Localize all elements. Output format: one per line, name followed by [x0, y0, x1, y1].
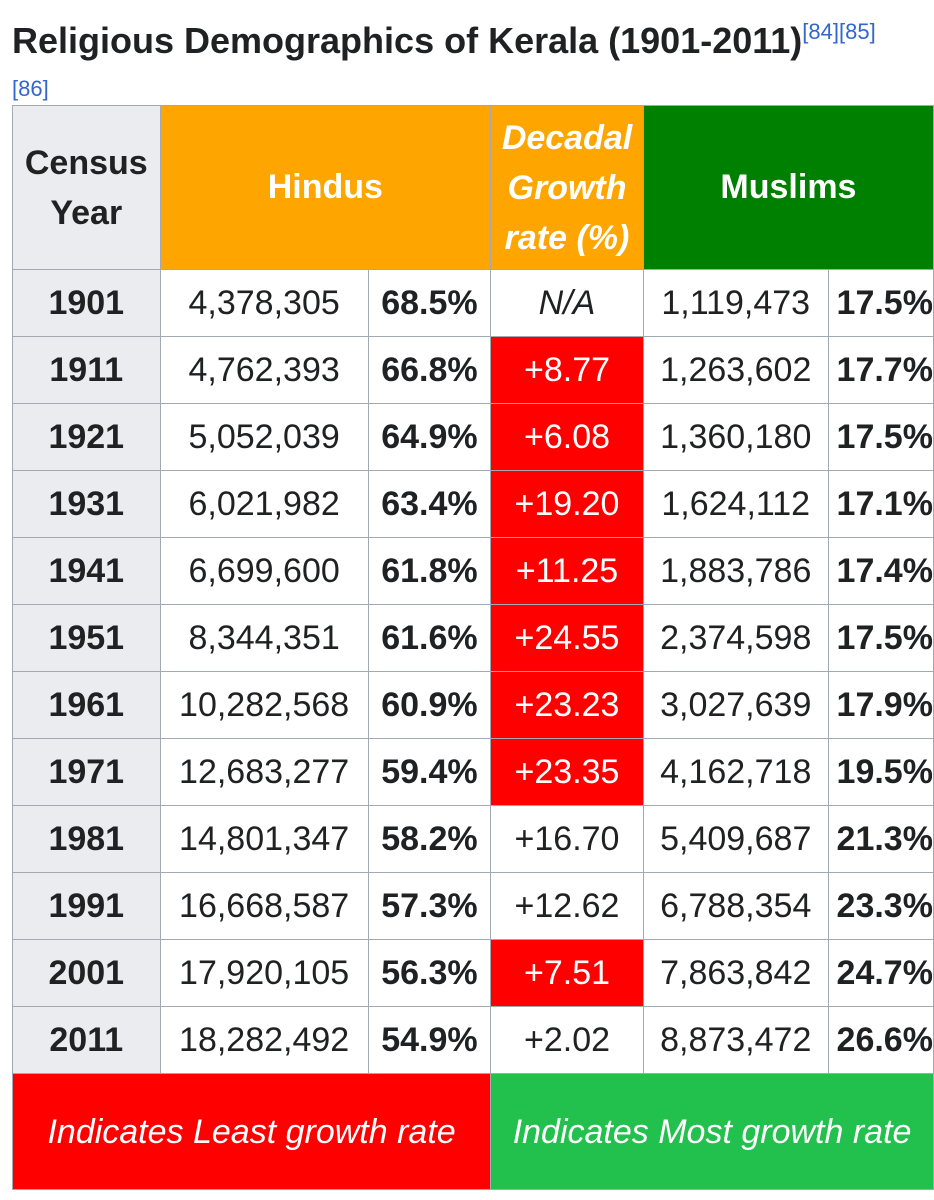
- growth-rate-cell: +24.55: [490, 604, 644, 672]
- hindu-population-cell: 4,762,393: [159, 336, 369, 404]
- muslim-percent-cell: 17.5%: [827, 403, 934, 471]
- table-body: 1901 4,378,305 68.5% N/A 1,119,473 17.5% 1911 4…: [12, 269, 934, 1074]
- hindu-population-cell: 17,920,105: [159, 939, 369, 1007]
- hindu-percent-cell: 61.8%: [367, 537, 492, 605]
- hindu-percent-cell: 60.9%: [367, 671, 492, 739]
- muslim-percent-cell: 23.3%: [827, 872, 934, 940]
- year-cell: 1901: [12, 269, 161, 337]
- muslim-population-cell: 1,624,112: [642, 470, 829, 538]
- demographics-table: Census Year Hindus Decadal Growth rate (…: [11, 105, 934, 1190]
- table-row: 1951 8,344,351 61.6% +24.55 2,374,598 17.5%: [12, 604, 934, 672]
- growth-rate-cell: +8.77: [490, 336, 644, 404]
- hindu-percent-cell: 57.3%: [367, 872, 492, 940]
- table-row: 1971 12,683,277 59.4% +23.35 4,162,718 19.5%: [12, 738, 934, 806]
- page-title: Religious Demographics of Kerala (1901-2…: [12, 8, 912, 122]
- year-cell: 1971: [12, 738, 161, 806]
- hindu-percent-cell: 59.4%: [367, 738, 492, 806]
- growth-rate-cell: +23.35: [490, 738, 644, 806]
- hindu-population-cell: 6,699,600: [159, 537, 369, 605]
- legend-row: Indicates Least growth rate Indicates Mo…: [11, 1073, 934, 1190]
- year-cell: 1961: [12, 671, 161, 739]
- muslim-percent-cell: 19.5%: [827, 738, 934, 806]
- year-cell: 1941: [12, 537, 161, 605]
- citation-refs[interactable]: [84][85][86]: [12, 19, 876, 101]
- muslim-percent-cell: 17.4%: [827, 537, 934, 605]
- muslim-population-cell: 1,263,602: [642, 336, 829, 404]
- header-muslims: Muslims: [642, 105, 934, 270]
- muslim-population-cell: 7,863,842: [642, 939, 829, 1007]
- hindu-percent-cell: 63.4%: [367, 470, 492, 538]
- muslim-percent-cell: 26.6%: [827, 1006, 934, 1074]
- table-row: 1931 6,021,982 63.4% +19.20 1,624,112 17.1%: [12, 470, 934, 538]
- table-row: 1911 4,762,393 66.8% +8.77 1,263,602 17.7%: [12, 336, 934, 404]
- muslim-population-cell: 5,409,687: [642, 805, 829, 873]
- growth-rate-cell: +12.62: [490, 872, 644, 940]
- growth-rate-cell: +19.20: [490, 470, 644, 538]
- title-text: Religious Demographics of Kerala (1901-2…: [12, 20, 803, 61]
- legend-most-growth: Indicates Most growth rate: [490, 1073, 934, 1190]
- muslim-population-cell: 1,360,180: [642, 403, 829, 471]
- muslim-percent-cell: 21.3%: [827, 805, 934, 873]
- table-header-row: Census Year Hindus Decadal Growth rate (…: [12, 105, 934, 270]
- hindu-population-cell: 8,344,351: [159, 604, 369, 672]
- muslim-percent-cell: 24.7%: [827, 939, 934, 1007]
- year-cell: 1991: [12, 872, 161, 940]
- muslim-percent-cell: 17.5%: [827, 269, 934, 337]
- year-cell: 1921: [12, 403, 161, 471]
- hindu-population-cell: 4,378,305: [159, 269, 369, 337]
- growth-rate-cell: +11.25: [490, 537, 644, 605]
- hindu-percent-cell: 54.9%: [367, 1006, 492, 1074]
- muslim-percent-cell: 17.5%: [827, 604, 934, 672]
- growth-rate-cell: +2.02: [490, 1006, 644, 1074]
- hindu-percent-cell: 64.9%: [367, 403, 492, 471]
- muslim-population-cell: 8,873,472: [642, 1006, 829, 1074]
- header-census-year: Census Year: [12, 105, 161, 270]
- muslim-population-cell: 4,162,718: [642, 738, 829, 806]
- table-row: 1981 14,801,347 58.2% +16.70 5,409,687 21.3%: [12, 805, 934, 873]
- hindu-population-cell: 6,021,982: [159, 470, 369, 538]
- year-cell: 1951: [12, 604, 161, 672]
- growth-rate-cell: +16.70: [490, 805, 644, 873]
- year-cell: 1931: [12, 470, 161, 538]
- growth-rate-cell: +23.23: [490, 671, 644, 739]
- muslim-population-cell: 1,119,473: [642, 269, 829, 337]
- legend-least-growth: Indicates Least growth rate: [11, 1073, 492, 1190]
- muslim-percent-cell: 17.7%: [827, 336, 934, 404]
- year-cell: 2001: [12, 939, 161, 1007]
- hindu-population-cell: 12,683,277: [159, 738, 369, 806]
- hindu-percent-cell: 66.8%: [367, 336, 492, 404]
- hindu-percent-cell: 58.2%: [367, 805, 492, 873]
- header-decadal-growth: Decadal Growth rate (%): [490, 105, 644, 270]
- muslim-population-cell: 2,374,598: [642, 604, 829, 672]
- hindu-percent-cell: 68.5%: [367, 269, 492, 337]
- growth-rate-cell: +6.08: [490, 403, 644, 471]
- muslim-population-cell: 1,883,786: [642, 537, 829, 605]
- muslim-percent-cell: 17.1%: [827, 470, 934, 538]
- muslim-population-cell: 6,788,354: [642, 872, 829, 940]
- header-hindus: Hindus: [159, 105, 492, 270]
- year-cell: 2011: [12, 1006, 161, 1074]
- growth-rate-cell: N/A: [490, 269, 644, 337]
- hindu-population-cell: 10,282,568: [159, 671, 369, 739]
- table-row: 1941 6,699,600 61.8% +11.25 1,883,786 17.4%: [12, 537, 934, 605]
- hindu-population-cell: 5,052,039: [159, 403, 369, 471]
- table-row: 1991 16,668,587 57.3% +12.62 6,788,354 23.3%: [12, 872, 934, 940]
- table-row: 1901 4,378,305 68.5% N/A 1,119,473 17.5%: [12, 269, 934, 337]
- hindu-percent-cell: 61.6%: [367, 604, 492, 672]
- hindu-population-cell: 18,282,492: [159, 1006, 369, 1074]
- year-cell: 1911: [12, 336, 161, 404]
- table-row: 1961 10,282,568 60.9% +23.23 3,027,639 17.9%: [12, 671, 934, 739]
- hindu-population-cell: 14,801,347: [159, 805, 369, 873]
- hindu-percent-cell: 56.3%: [367, 939, 492, 1007]
- hindu-population-cell: 16,668,587: [159, 872, 369, 940]
- muslim-percent-cell: 17.9%: [827, 671, 934, 739]
- growth-rate-cell: +7.51: [490, 939, 644, 1007]
- table-row: 2011 18,282,492 54.9% +2.02 8,873,472 26.6%: [12, 1006, 934, 1074]
- table-row: 2001 17,920,105 56.3% +7.51 7,863,842 24.7%: [12, 939, 934, 1007]
- year-cell: 1981: [12, 805, 161, 873]
- muslim-population-cell: 3,027,639: [642, 671, 829, 739]
- table-row: 1921 5,052,039 64.9% +6.08 1,360,180 17.5%: [12, 403, 934, 471]
